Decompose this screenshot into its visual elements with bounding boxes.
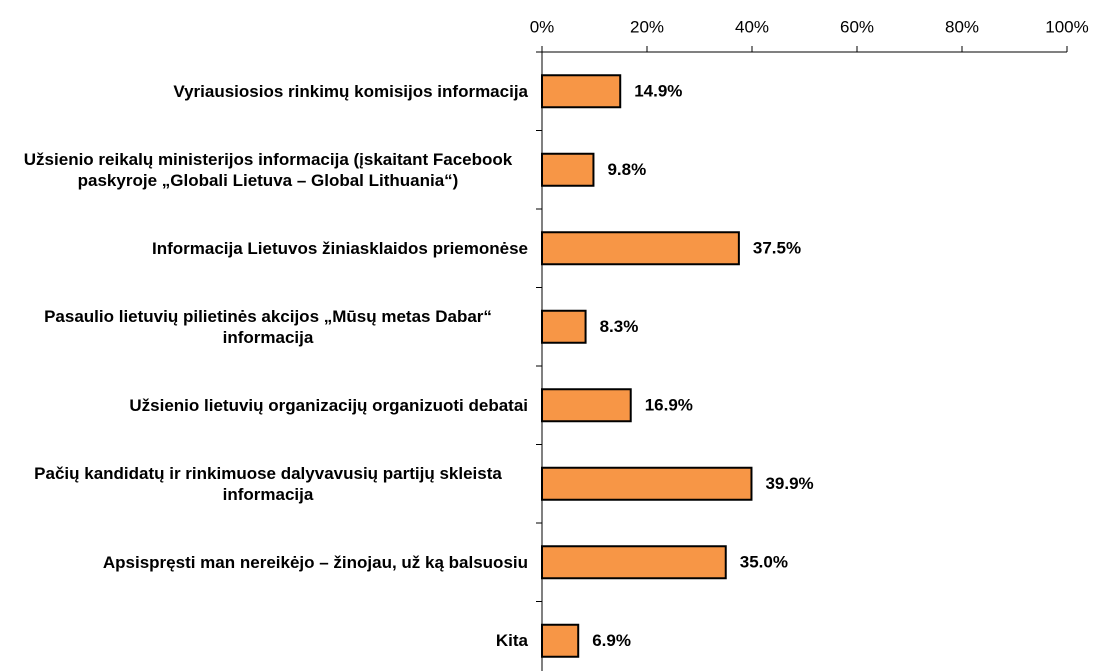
value-label: 16.9% xyxy=(645,396,693,415)
value-label: 14.9% xyxy=(634,82,682,101)
x-tick-label: 60% xyxy=(840,17,874,36)
bar xyxy=(541,309,587,344)
category-text: Informacija Lietuvos žiniasklaidos priem… xyxy=(151,238,528,258)
value-label: 6.9% xyxy=(592,631,631,650)
category-label: Apsispręsti man nereikėjo – žinojau, už … xyxy=(8,523,528,602)
value-label: 8.3% xyxy=(600,317,639,336)
bar xyxy=(541,623,580,658)
bar xyxy=(541,74,622,109)
value-label: 39.9% xyxy=(765,474,813,493)
category-label: Pačių kandidatų ir rinkimuose dalyvavusi… xyxy=(8,445,528,524)
category-label: Vyriausiosios rinkimų komisijos informac… xyxy=(8,52,528,131)
x-tick-label: 0% xyxy=(530,17,555,36)
x-tick-label: 40% xyxy=(735,17,769,36)
category-label: Užsienio reikalų ministerijos informacij… xyxy=(8,131,528,210)
category-text: Apsispręsti man nereikėjo – žinojau, už … xyxy=(102,552,528,572)
x-tick-label: 20% xyxy=(630,17,664,36)
category-text: Pačių kandidatų ir rinkimuose dalyvavusi… xyxy=(34,463,502,504)
bar xyxy=(541,388,632,423)
category-label: Pasaulio lietuvių pilietinės akcijos „Mū… xyxy=(8,288,528,367)
category-text: Pasaulio lietuvių pilietinės akcijos „Mū… xyxy=(44,306,492,347)
bar xyxy=(541,545,727,580)
category-text: Užsienio reikalų ministerijos informacij… xyxy=(23,149,513,190)
value-label: 9.8% xyxy=(607,160,646,179)
bar xyxy=(541,231,740,266)
x-tick-label: 80% xyxy=(945,17,979,36)
value-label: 37.5% xyxy=(753,239,801,258)
bar xyxy=(541,466,753,501)
category-text: Užsienio lietuvių organizacijų organizuo… xyxy=(129,395,528,415)
category-label: Informacija Lietuvos žiniasklaidos priem… xyxy=(8,209,528,288)
category-label: Kita xyxy=(8,602,528,671)
value-label: 35.0% xyxy=(740,553,788,572)
category-label: Užsienio lietuvių organizacijų organizuo… xyxy=(8,366,528,445)
x-tick-label: 100% xyxy=(1045,17,1088,36)
bar xyxy=(541,152,595,187)
category-text: Kita xyxy=(495,631,528,651)
category-text: Vyriausiosios rinkimų komisijos informac… xyxy=(173,81,528,101)
